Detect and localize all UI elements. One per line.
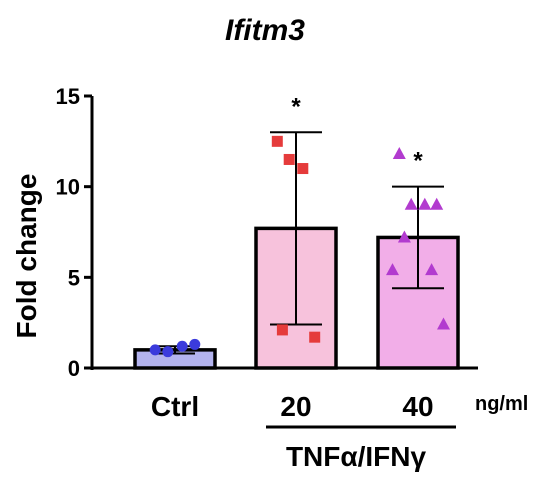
x-tick-label-Ctrl: Ctrl [151, 391, 199, 422]
y-tick-label: 15 [56, 84, 80, 109]
data-point [162, 346, 174, 358]
data-point [397, 230, 411, 243]
data-point [430, 197, 444, 210]
data-point [297, 163, 309, 175]
data-point [437, 317, 450, 330]
data-point [149, 344, 161, 356]
y-tick-label: 5 [68, 265, 80, 290]
data-point [418, 197, 432, 210]
data-point [271, 135, 283, 147]
y-axis-label: Fold change [11, 174, 42, 339]
data-point [425, 263, 439, 276]
group-label: TNFα/IFNγ [286, 441, 427, 472]
x-tick-label-40: 40 [402, 391, 433, 422]
data-point [386, 263, 399, 276]
y-tick-label: 0 [68, 356, 80, 381]
data-point [276, 324, 288, 336]
data-point [392, 147, 406, 160]
significance-marker: * [291, 93, 301, 120]
plot-area: 0 5 10 15 Ctrl 20 * 40 * [56, 84, 478, 422]
significance-marker: * [413, 148, 423, 175]
unit-label: ng/ml [475, 393, 528, 415]
data-point [283, 153, 295, 165]
chart-title: Ifitm3 [225, 14, 305, 47]
y-tick-label: 10 [56, 175, 80, 200]
data-point [189, 338, 201, 350]
x-tick-label-20: 20 [280, 391, 311, 422]
data-point [404, 197, 418, 210]
data-point [309, 331, 321, 343]
data-point [176, 340, 188, 352]
